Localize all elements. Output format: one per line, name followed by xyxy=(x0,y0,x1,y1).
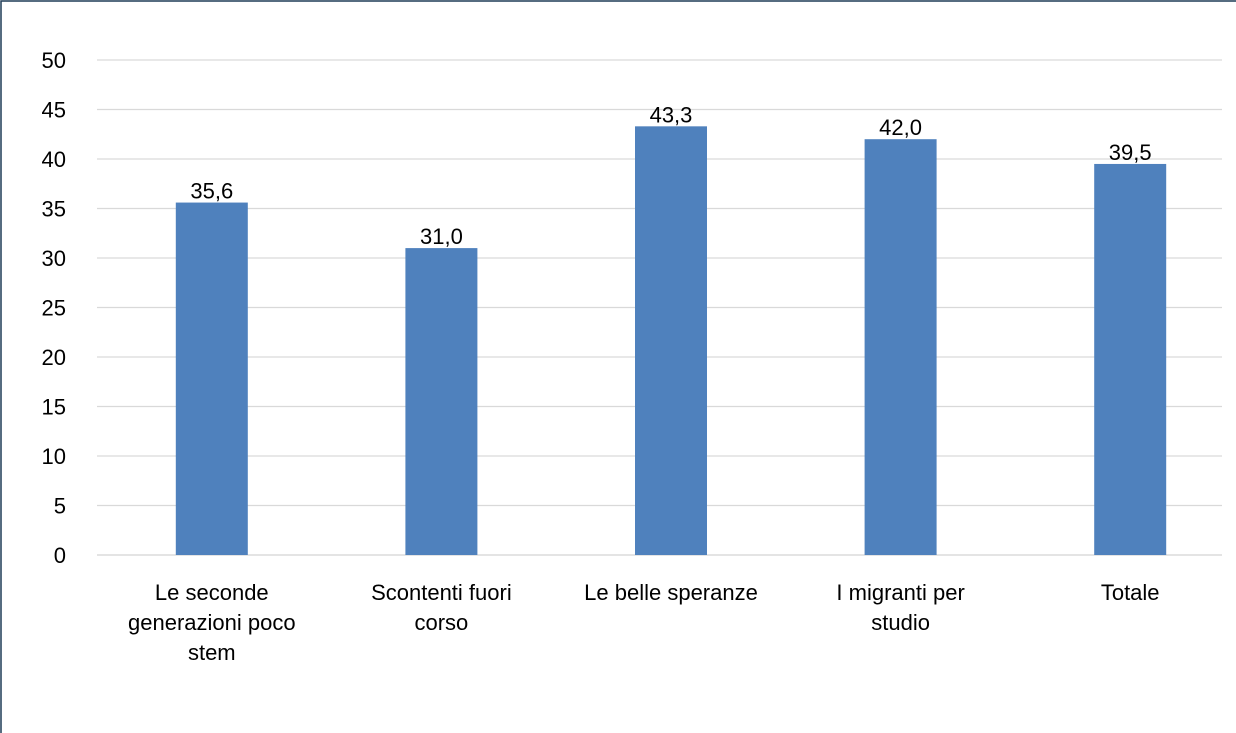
bar xyxy=(175,202,248,555)
y-tick-label: 40 xyxy=(42,147,66,172)
bar xyxy=(635,126,707,555)
x-tick-label: I migranti per studio xyxy=(836,580,964,635)
data-label: 43,3 xyxy=(650,102,693,127)
y-tick-label: 15 xyxy=(42,395,66,420)
bar xyxy=(864,139,937,555)
y-tick-label: 50 xyxy=(42,48,66,73)
y-tick-label: 30 xyxy=(42,246,66,271)
x-tick-label: Totale xyxy=(1101,580,1160,605)
data-label: 42,0 xyxy=(879,115,922,140)
x-tick-label: Le seconde generazioni poco stem xyxy=(128,580,296,665)
y-tick-label: 20 xyxy=(42,345,66,370)
data-label: 35,6 xyxy=(190,179,233,204)
data-label: 39,5 xyxy=(1109,140,1152,165)
bar xyxy=(1094,163,1167,555)
x-tick-label: Le belle speranze xyxy=(584,580,758,605)
y-tick-label: 0 xyxy=(54,543,66,568)
y-tick-label: 25 xyxy=(42,296,66,321)
bar xyxy=(405,248,478,555)
x-tick-label: Scontenti fuori corso xyxy=(371,580,512,635)
y-tick-label: 10 xyxy=(42,444,66,469)
y-tick-label: 5 xyxy=(54,494,66,519)
data-label: 31,0 xyxy=(420,224,463,249)
y-tick-label: 45 xyxy=(42,98,66,123)
y-tick-label: 35 xyxy=(42,197,66,222)
